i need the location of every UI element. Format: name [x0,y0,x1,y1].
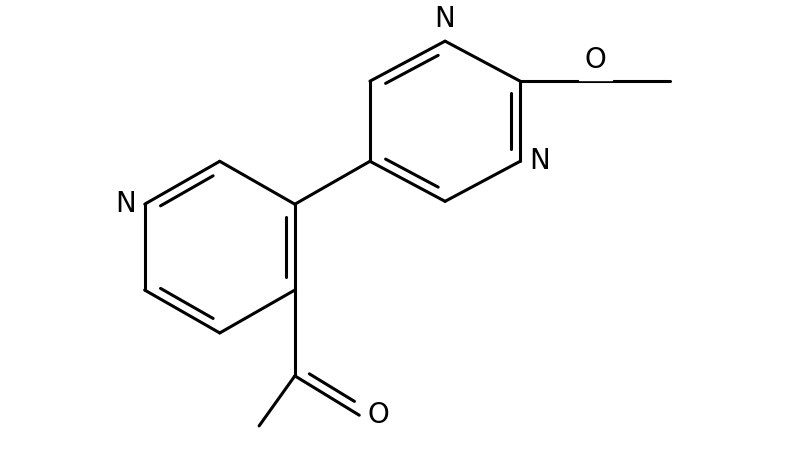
Text: O: O [368,401,389,429]
Text: N: N [529,147,550,175]
Text: N: N [115,190,136,218]
Text: N: N [435,5,456,32]
Text: O: O [585,46,606,74]
